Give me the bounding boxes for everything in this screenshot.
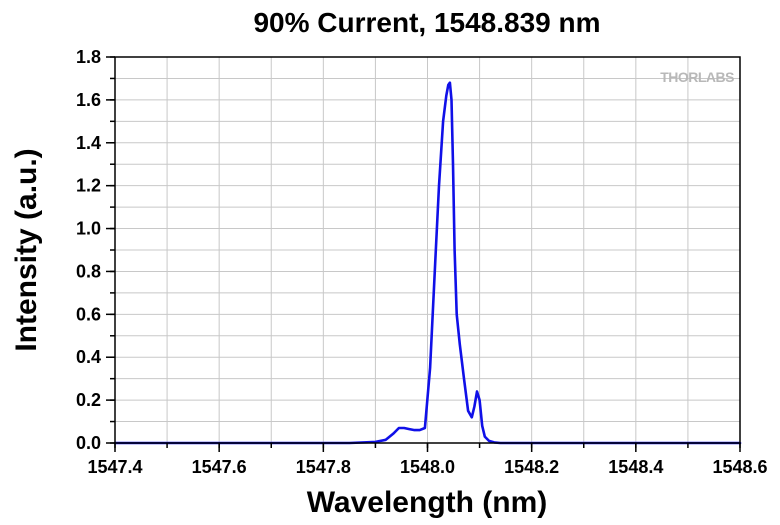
x-tick-label: 1548.2: [504, 457, 559, 477]
x-tick-label: 1548.6: [712, 457, 767, 477]
x-axis-label: Wavelength (nm): [307, 486, 548, 519]
x-tick-label: 1548.4: [608, 457, 663, 477]
ticks: [106, 56, 741, 452]
tick-labels: 1547.4 1547.6 1547.8 1548.0 1548.2 1548.4 1548…: [76, 47, 768, 477]
spectrum-line: [113, 81, 742, 445]
thorlabs-watermark: THORLABS: [660, 69, 734, 85]
y-tick-label: 1.8: [76, 47, 101, 67]
y-tick-label: 1.2: [76, 176, 101, 196]
y-tick-label: 0.4: [76, 347, 101, 367]
y-tick-label: 0.6: [76, 304, 101, 324]
x-tick-label: 1547.4: [87, 457, 142, 477]
x-tick-label: 1547.8: [296, 457, 351, 477]
y-tick-label: 0.2: [76, 390, 101, 410]
y-tick-label: 1.0: [76, 219, 101, 239]
y-tick-label: 1.4: [76, 133, 101, 153]
y-tick-label: 0.0: [76, 433, 101, 453]
x-tick-label: 1548.0: [400, 457, 455, 477]
y-tick-label: 1.6: [76, 90, 101, 110]
y-tick-label: 0.8: [76, 261, 101, 281]
chart-title: 90% Current, 1548.839 nm: [253, 7, 600, 38]
x-tick-label: 1547.6: [192, 457, 247, 477]
y-axis-label: Intensity (a.u.): [10, 148, 43, 351]
series-layer: [113, 81, 742, 445]
